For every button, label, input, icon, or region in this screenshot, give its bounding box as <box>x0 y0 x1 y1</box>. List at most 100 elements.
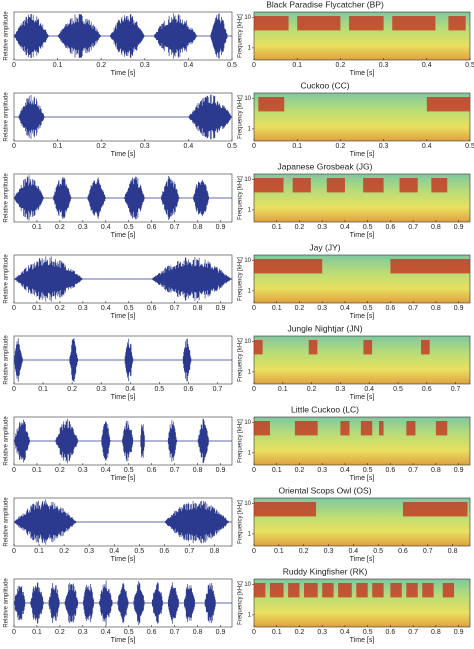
spectral-band <box>254 340 263 355</box>
x-tick-label: 0.5 <box>363 224 373 231</box>
x-tick-label: 0.6 <box>386 467 396 474</box>
y-tick-label: 10 <box>244 501 251 507</box>
x-tick-label: 0.2 <box>55 305 65 312</box>
x-tick-label: 0.8 <box>431 305 441 312</box>
y-tick-label: 10 <box>244 339 251 345</box>
waveform-burst <box>14 338 23 382</box>
x-tick-label: 0.7 <box>451 386 461 393</box>
spectral-band <box>421 340 430 355</box>
y-axis-label: Relative amplitude <box>4 578 10 628</box>
spectral-band <box>435 421 448 436</box>
spectral-band <box>254 259 323 274</box>
x-tick-label: 0.9 <box>454 305 464 312</box>
waveform-burst <box>161 176 180 220</box>
waveform-burst <box>14 256 83 302</box>
waveform-burst <box>48 583 61 623</box>
x-tick-label: 0.2 <box>336 143 346 150</box>
x-tick-label: 0.8 <box>210 548 220 555</box>
x-tick-label: 0.5 <box>124 224 134 231</box>
x-tick-label: 0.9 <box>454 224 464 231</box>
panel-title: Cuckoo (CC) <box>300 80 349 90</box>
waveform-burst <box>140 424 145 458</box>
x-tick-label: 0.2 <box>295 629 305 636</box>
x-tick-label: 0.6 <box>147 629 157 636</box>
spectral-band <box>254 178 284 193</box>
waveform-burst <box>167 420 178 462</box>
x-tick-label: 0.3 <box>78 224 88 231</box>
x-tick-label: 0.5 <box>227 62 237 69</box>
x-tick-label: 0.7 <box>170 224 180 231</box>
y-tick-label: 1 <box>248 207 252 213</box>
x-tick-label: 0.6 <box>147 467 157 474</box>
spectral-band <box>254 421 270 436</box>
spectral-band <box>338 583 352 598</box>
waveform-burst <box>124 176 145 220</box>
spectral-band <box>390 583 402 598</box>
waveform-burst <box>14 175 44 221</box>
spectral-band <box>326 178 345 193</box>
waveform-burst <box>69 338 78 382</box>
waveform-burst <box>188 94 232 140</box>
waveform-burst <box>83 583 95 623</box>
spectral-band <box>390 259 470 274</box>
x-tick-label: 0.1 <box>292 143 302 150</box>
y-tick-label: 1 <box>248 126 252 132</box>
spectral-band <box>322 583 334 598</box>
x-tick-label: 0.8 <box>193 629 203 636</box>
x-axis-label: Time [s] <box>111 70 136 77</box>
waveform-burst <box>124 338 134 382</box>
y-tick-label: 1 <box>248 369 252 375</box>
y-axis-label: Relative amplitude <box>4 11 10 61</box>
panel-title: Little Cuckoo (LC) <box>291 404 359 414</box>
y-axis-label: Relative amplitude <box>4 92 10 142</box>
x-tick-label: 0.7 <box>170 629 180 636</box>
x-tick-label: 0.7 <box>408 305 418 312</box>
x-tick-label: 0 <box>252 548 256 555</box>
x-tick-label: 0.3 <box>379 62 389 69</box>
x-tick-label: 0.3 <box>317 224 327 231</box>
x-tick-label: 0.2 <box>336 62 346 69</box>
x-tick-label: 0.9 <box>216 467 226 474</box>
waveform-burst <box>164 500 230 544</box>
x-axis-label: Time [s] <box>111 151 136 158</box>
y-tick-label: 10 <box>244 420 251 426</box>
x-tick-label: 0.6 <box>386 629 396 636</box>
y-tick-label: 10 <box>244 177 251 183</box>
x-tick-label: 0 <box>252 467 256 474</box>
x-tick-label: 0.5 <box>227 143 237 150</box>
x-tick-label: 0.7 <box>170 467 180 474</box>
spectral-band <box>406 583 418 598</box>
waveform-burst <box>57 14 102 58</box>
waveform-burst <box>151 257 232 301</box>
x-tick-label: 0.8 <box>448 548 458 555</box>
y-axis-label: Relative amplitude <box>4 335 10 385</box>
y-tick-label: 1 <box>248 612 252 618</box>
x-axis-label: Time [s] <box>350 475 375 482</box>
x-tick-label: 0 <box>12 467 16 474</box>
x-axis-label: Time [s] <box>350 637 375 644</box>
x-axis-label: Time [s] <box>350 313 375 320</box>
waveform-burst <box>167 582 180 624</box>
x-tick-label: 0.2 <box>96 62 106 69</box>
x-tick-label: 0.2 <box>59 548 69 555</box>
x-tick-label: 0 <box>12 62 16 69</box>
x-tick-label: 0.6 <box>386 224 396 231</box>
x-tick-label: 0.3 <box>336 386 346 393</box>
x-tick-label: 0.7 <box>213 386 223 393</box>
x-tick-label: 0.1 <box>292 62 302 69</box>
x-tick-label: 0.4 <box>101 629 111 636</box>
x-tick-label: 0.3 <box>78 305 88 312</box>
x-axis-label: Time [s] <box>111 394 136 401</box>
x-tick-label: 0.7 <box>423 548 433 555</box>
x-tick-label: 0.6 <box>147 224 157 231</box>
waveform-burst <box>14 499 77 545</box>
waveform-burst <box>14 14 50 58</box>
x-tick-label: 0.7 <box>408 629 418 636</box>
x-tick-label: 0.5 <box>124 305 134 312</box>
waveform-burst <box>204 583 217 623</box>
x-tick-label: 0.3 <box>317 629 327 636</box>
waveform-burst <box>151 582 164 624</box>
x-tick-label: 0.1 <box>274 548 284 555</box>
x-tick-label: 0.5 <box>363 305 373 312</box>
x-tick-label: 0 <box>252 386 256 393</box>
